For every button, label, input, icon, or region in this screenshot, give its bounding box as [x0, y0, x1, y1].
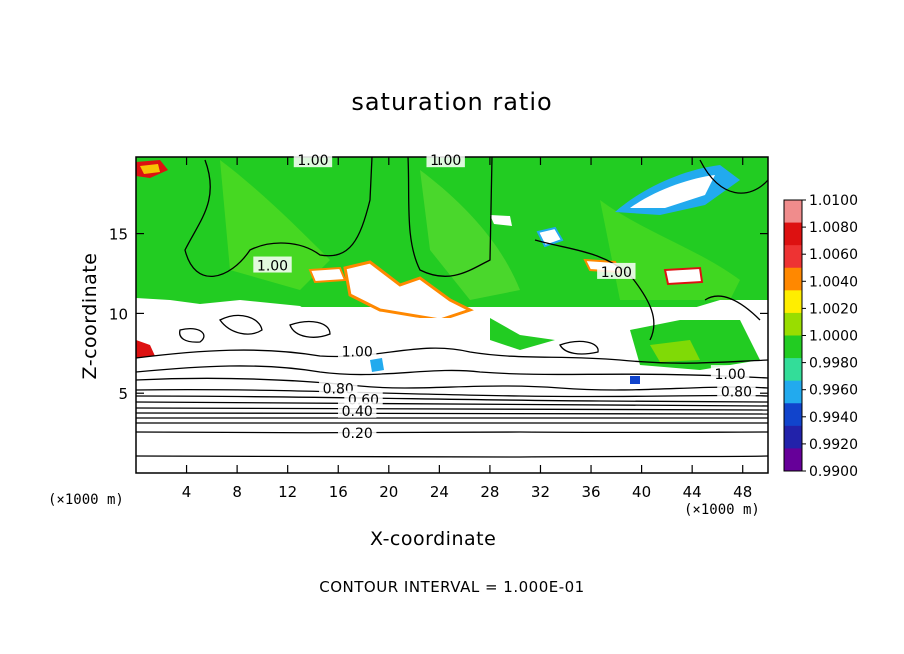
x-axis-label: X-coordinate: [370, 528, 497, 550]
contour-label-bg: [710, 365, 750, 382]
x-tick-label: 40: [632, 483, 651, 501]
contour-label-bg: [597, 262, 636, 279]
contour-label: 1.00: [297, 153, 328, 169]
colorbar-tick-label: 1.0100: [809, 193, 858, 209]
contour-label-bg: [426, 151, 465, 168]
contour-label: 1.00: [342, 345, 373, 361]
colorbar: 1.0100 1.0080 1.0060 1.0040 1.0020 1.0000 0.99…: [783, 193, 858, 480]
colorbar-tick-label: 0.9980: [809, 356, 858, 372]
x-tick-label: 16: [329, 483, 348, 501]
colorbar-tick-label: 0.9920: [809, 437, 858, 453]
colorbar-swatch: [784, 448, 802, 472]
colorbar-swatch: [784, 290, 802, 314]
contour-label-bg: [338, 424, 377, 441]
contour-label-bg: [293, 151, 333, 168]
x-unit-label-right: (×1000 m): [684, 502, 760, 518]
colorbar-tick-label: 1.0080: [809, 220, 858, 236]
x-tick-group: 4 8 12 16 20 24 28 32 36 40 44 48: [182, 157, 752, 501]
y-tick-label: 5: [118, 385, 128, 403]
contour-label: 1.00: [714, 367, 745, 383]
x-tick-label: 8: [232, 483, 242, 501]
contour-label: 0.20: [342, 426, 373, 442]
x-tick-label: 32: [531, 483, 550, 501]
colorbar-tick-label: 0.9960: [809, 383, 858, 399]
colorbar-tick-label: 1.0060: [809, 247, 858, 263]
y-tick-group: 5 10 15: [109, 226, 768, 403]
colorbar-tick-label: 0.9940: [809, 410, 858, 426]
x-tick-label: 12: [278, 483, 297, 501]
colorbar-swatch: [784, 245, 802, 269]
x-tick-label: 28: [480, 483, 499, 501]
colorbar-tick-label: 1.0020: [809, 301, 858, 317]
contour-lines: [136, 157, 768, 458]
colorbar-swatch: [784, 200, 802, 224]
colorbar-swatch: [784, 380, 802, 404]
y-tick-label: 10: [109, 305, 128, 323]
x-tick-label: 44: [683, 483, 702, 501]
contour-label-bg: [338, 342, 377, 359]
colorbar-swatch: [784, 425, 802, 449]
contour-label-group: 1.00 1.001.00 1.001.000.800.600.400.201.00…: [253, 151, 756, 442]
colorbar-swatch: [784, 403, 802, 427]
colorbar-swatch: [784, 267, 802, 291]
colorbar-swatch: [784, 358, 802, 382]
colorbar-tick-label: 1.0040: [809, 274, 858, 290]
colorbar-tick-label: 0.9900: [809, 464, 858, 480]
heatmap-field: [136, 157, 768, 473]
contour-label-bg: [338, 401, 377, 418]
x-tick-label: 24: [430, 483, 449, 501]
contour-label: 1.00: [430, 153, 461, 169]
colorbar-swatch: [784, 222, 802, 246]
x-tick-label: 20: [379, 483, 398, 501]
contour-label-bg: [717, 382, 756, 399]
x-unit-label-left: (×1000 m): [48, 492, 124, 508]
contour-label-bg: [253, 256, 292, 273]
contour-label: 1.00: [257, 259, 288, 275]
x-tick-label: 36: [581, 483, 600, 501]
x-tick-label: 4: [182, 483, 192, 501]
unsaturated-region: [136, 298, 768, 473]
contour-interval-note: CONTOUR INTERVAL = 1.000E-01: [319, 578, 585, 596]
contour-label: 0.80: [721, 385, 752, 401]
chart-title: saturation ratio: [351, 88, 553, 116]
colorbar-tick-label: 1.0000: [809, 329, 858, 345]
colorbar-swatch: [784, 335, 802, 359]
contour-label: 1.00: [601, 265, 632, 281]
colorbar-swatch: [784, 312, 802, 336]
contour-label: 0.40: [342, 404, 373, 420]
y-tick-label: 15: [109, 226, 128, 244]
x-tick-label: 48: [733, 483, 752, 501]
